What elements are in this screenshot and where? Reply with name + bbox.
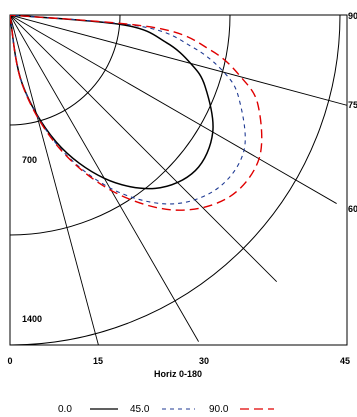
x-tick-label: 0 xyxy=(7,356,12,366)
angle-ray xyxy=(10,15,277,282)
angle-ray xyxy=(10,15,99,345)
legend-label: 45.0 xyxy=(130,404,150,415)
angle-label: 75 xyxy=(348,100,357,110)
chart-labels: 0 15 30 45 Horiz 0-180 90 75 60 700 1400 xyxy=(7,11,357,379)
angle-rays xyxy=(10,15,347,345)
series-curves xyxy=(10,15,263,211)
angle-label: 60 xyxy=(348,204,357,214)
legend-label: 0.0 xyxy=(58,404,72,415)
angle-label: 90 xyxy=(348,11,357,21)
series-line-solid xyxy=(10,15,214,190)
angle-ray xyxy=(10,15,347,106)
legend: 0.0 45.0 90.0 xyxy=(58,404,274,415)
plot-frame xyxy=(9,14,348,346)
radial-label: 700 xyxy=(22,155,37,165)
x-axis-title: Horiz 0-180 xyxy=(154,369,202,379)
legend-label: 90.0 xyxy=(209,404,229,415)
radial-label: 1400 xyxy=(22,314,42,324)
x-tick-label: 15 xyxy=(93,356,103,366)
x-tick-label: 30 xyxy=(199,356,209,366)
series-line-longdash xyxy=(10,15,263,211)
series-line-dashed xyxy=(10,15,246,205)
x-tick-label: 45 xyxy=(340,356,350,366)
angle-ray xyxy=(10,15,337,204)
